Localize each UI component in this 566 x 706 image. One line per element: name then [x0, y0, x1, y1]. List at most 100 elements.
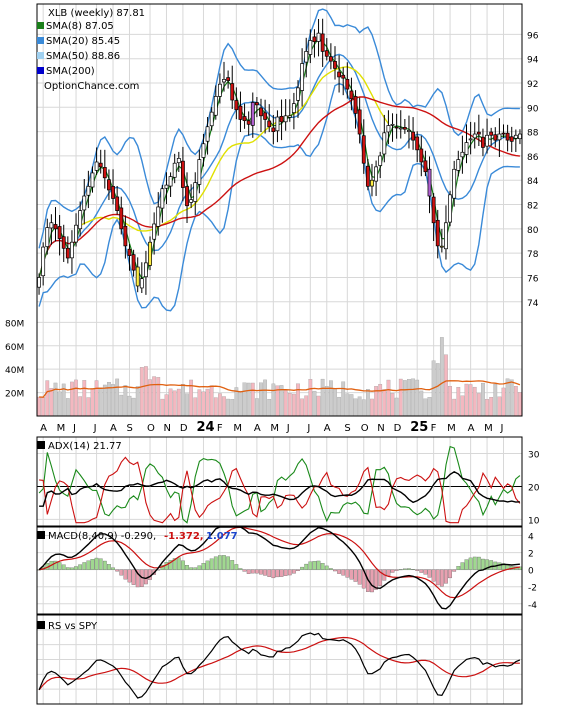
volume-bar [448, 386, 452, 417]
x-axis-label: F [431, 423, 437, 434]
macd-histogram-bar [485, 559, 489, 570]
volume-bar [263, 379, 267, 417]
candle-body [394, 126, 399, 129]
legend-sma200: SMA(200) [46, 66, 95, 77]
volume-bar [349, 394, 354, 417]
candle-body [378, 155, 383, 166]
candle-body [509, 136, 514, 142]
macd-histogram-bar [259, 569, 263, 575]
volume-average-line [39, 380, 521, 398]
macd-tick-label: -4 [528, 601, 537, 611]
macd-histogram-bar [456, 566, 461, 570]
x-axis-label: M [270, 423, 279, 434]
macd-label: MACD(8,40,9) -0.290, [48, 531, 156, 542]
macd-histogram-bar [394, 569, 399, 571]
macd-histogram-bar [263, 569, 267, 576]
volume-bar [168, 388, 173, 417]
candle-body [37, 277, 41, 288]
macd-legend-swatch [37, 531, 45, 539]
price-tick-label: 88 [527, 129, 539, 139]
volume-bar [398, 378, 403, 417]
candle-body [189, 199, 194, 203]
macd-frame [36, 526, 523, 615]
volume-bar [90, 388, 95, 417]
macd-histogram-bar [308, 561, 313, 570]
x-axis-label: D [394, 423, 402, 434]
macd-histogram-bar [82, 562, 87, 570]
volume-bar [493, 383, 498, 417]
macd-signal-line [38, 526, 521, 599]
macd-histogram-bar [115, 569, 120, 572]
candle-body [160, 188, 165, 209]
legend-sma8: SMA(8) 87.05 [46, 21, 114, 32]
volume-bar [312, 390, 317, 417]
macd-tick-label: 4 [528, 533, 534, 543]
candle-body [57, 226, 62, 239]
macd-histogram-bar [386, 569, 391, 576]
volume-bar [505, 378, 510, 417]
volume-bar [419, 390, 424, 417]
macd-histogram-bar [476, 556, 481, 570]
macd-histogram-bar [226, 556, 230, 570]
volume-bar [102, 384, 107, 417]
macd-histogram-bar [250, 569, 255, 574]
macd-histogram-bar [98, 558, 103, 570]
candle-body [460, 151, 465, 158]
volume-bar [316, 395, 321, 417]
candle-body [242, 116, 247, 122]
candle-body [53, 224, 58, 230]
candle-body [213, 96, 218, 116]
price-tick-label: 90 [527, 104, 539, 114]
macd-histogram-bar [181, 560, 185, 570]
volume-bar [341, 381, 346, 417]
volume-bar [185, 393, 189, 417]
volume-bar [53, 382, 58, 417]
rs-average-line [38, 636, 520, 691]
volume-bar [164, 394, 169, 417]
macd-histogram-bar [230, 560, 235, 570]
candle-body [131, 254, 136, 271]
volume-bar [357, 396, 362, 417]
volume-tick-label: 80M [5, 319, 24, 329]
volume-bar [304, 395, 309, 417]
macd-histogram-bar [292, 569, 296, 574]
volume-bar [213, 397, 218, 417]
volume-bar [267, 398, 272, 417]
volume-bar [218, 393, 222, 417]
candle-body [41, 246, 46, 277]
volume-bar [518, 392, 522, 417]
candle-body [493, 134, 498, 141]
macd-histogram-bar [267, 569, 272, 577]
volume-bar [181, 383, 185, 417]
sma20-line [38, 53, 520, 278]
macd-histogram-bar [320, 563, 325, 570]
price-tick-label: 80 [527, 226, 539, 236]
volume-bar [402, 380, 407, 417]
volume-bar [460, 395, 465, 417]
price-tick-label: 96 [527, 31, 539, 41]
candle-body [370, 179, 374, 187]
volume-bar [201, 391, 206, 417]
volume-bar [411, 378, 415, 417]
macd-histogram-bar [304, 563, 309, 570]
sma200-line [38, 96, 520, 278]
volume-bar [123, 385, 128, 417]
volume-bar [131, 397, 136, 417]
candle-body [444, 222, 448, 250]
candle-body [111, 186, 115, 199]
macd-histogram-bar [65, 567, 70, 570]
adx-panel: 10 20 30 [36, 436, 540, 527]
volume-bar [94, 380, 99, 417]
volume-bar [324, 386, 329, 417]
candle-body [456, 159, 461, 171]
volume-bar [86, 397, 91, 417]
candle-body [353, 96, 358, 114]
candle-body [324, 50, 329, 57]
candle-body [374, 166, 379, 182]
macd-histogram-bar [205, 560, 210, 570]
candle-body [45, 227, 50, 247]
macd-histogram-bar [287, 569, 292, 576]
volume-bar [135, 386, 140, 417]
candle-body [61, 236, 66, 249]
candle-body [185, 186, 189, 207]
